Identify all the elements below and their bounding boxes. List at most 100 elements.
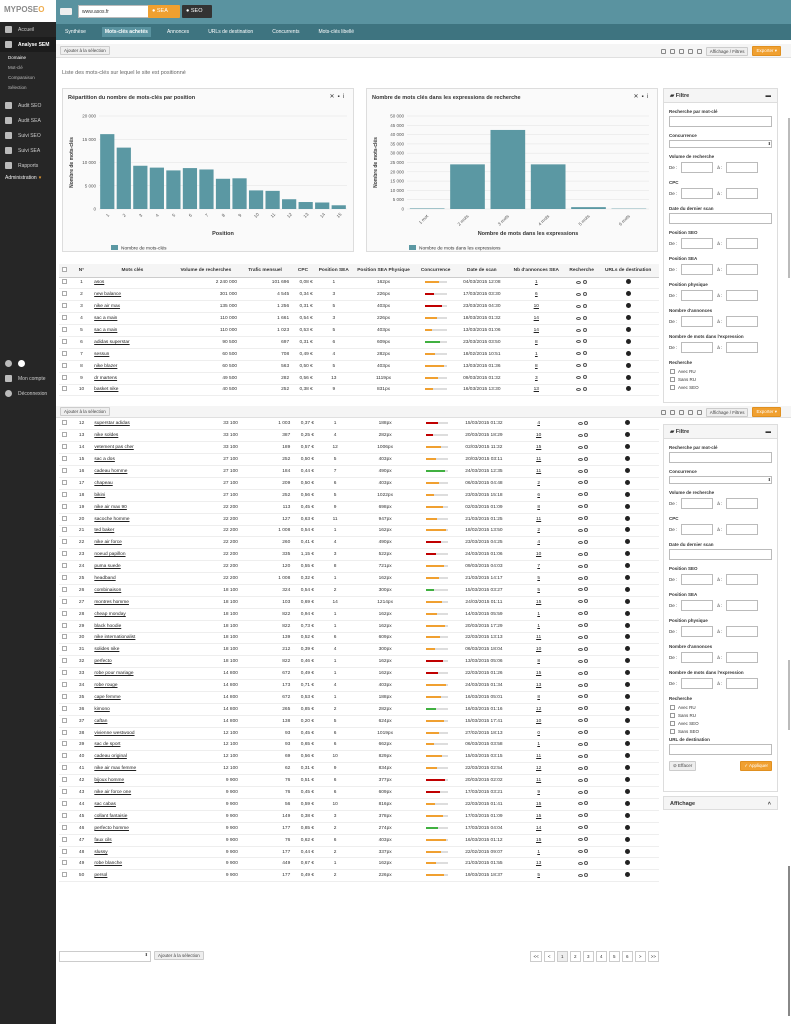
row-checkbox[interactable] xyxy=(62,456,68,462)
ads-count-link[interactable]: 12 xyxy=(508,703,569,716)
ads-count-link[interactable]: 15 xyxy=(508,810,569,823)
globe-icon[interactable] xyxy=(625,503,631,509)
cpc-to-input[interactable] xyxy=(726,524,759,535)
ads-count-link[interactable]: 10 xyxy=(508,548,569,562)
keyword-link[interactable]: nike air force xyxy=(92,536,174,550)
ads-count-link[interactable]: 1 xyxy=(508,608,569,621)
row-checkbox[interactable] xyxy=(62,860,68,866)
row-checkbox[interactable] xyxy=(62,622,68,628)
view-icon[interactable] xyxy=(576,316,582,320)
globe-icon[interactable] xyxy=(625,729,631,735)
globe-icon[interactable] xyxy=(625,670,631,676)
volume-from-input[interactable] xyxy=(681,162,714,173)
view-icon[interactable] xyxy=(577,766,583,770)
ads-count-link[interactable]: 8 xyxy=(508,655,569,669)
keyword-link[interactable]: kimono xyxy=(92,703,174,716)
search-icon[interactable] xyxy=(582,291,587,296)
row-checkbox[interactable] xyxy=(62,420,68,426)
row-checkbox[interactable] xyxy=(62,563,68,569)
checkbox-sans-seo[interactable]: Sans SEO xyxy=(670,727,777,735)
keyword-link[interactable]: sessun xyxy=(92,348,173,361)
scrollbar[interactable] xyxy=(788,660,790,730)
ads-count-link[interactable]: 13 xyxy=(508,857,569,871)
chart-tools[interactable]: ✕▪i xyxy=(633,93,651,100)
pos-seo-to-input[interactable] xyxy=(726,574,759,585)
keyword-link[interactable]: nike air force one xyxy=(92,786,174,799)
folder-icon[interactable] xyxy=(60,8,72,15)
page-button[interactable]: < xyxy=(543,951,555,962)
tab-urls-destination[interactable]: URLs de destination xyxy=(208,29,254,35)
search-icon[interactable] xyxy=(583,837,588,842)
search-icon[interactable] xyxy=(583,611,588,616)
ads-count-link[interactable]: 15 xyxy=(508,667,569,681)
affichage-filtres-button[interactable]: Affichage / Filtres xyxy=(705,46,749,56)
ads-count-link[interactable]: 12 xyxy=(508,762,569,776)
search-icon[interactable] xyxy=(583,860,588,865)
trash-icon[interactable] xyxy=(678,409,684,415)
appliquer-button[interactable]: ✓ Appliquer xyxy=(740,761,772,771)
keyword-link[interactable]: robe rouge xyxy=(92,679,174,692)
sidebar-item-audit-seo[interactable]: Audit SEO xyxy=(0,98,56,113)
globe-icon[interactable] xyxy=(625,586,631,592)
search-icon[interactable] xyxy=(582,351,587,356)
cpc-to-input[interactable] xyxy=(726,188,759,199)
chart-tools[interactable]: ✕▪i xyxy=(329,93,347,100)
view-icon[interactable] xyxy=(577,505,583,509)
view-icon[interactable] xyxy=(577,802,583,806)
sync-icon[interactable] xyxy=(669,409,675,415)
globe-icon[interactable] xyxy=(625,753,631,759)
row-checkbox[interactable] xyxy=(62,598,68,604)
ads-count-link[interactable]: 11 xyxy=(508,774,569,788)
search-icon[interactable] xyxy=(583,575,588,580)
keyword-link[interactable]: cape femme xyxy=(92,691,174,704)
pos-seo-from-input[interactable] xyxy=(681,574,714,585)
keyword-link[interactable]: nike soldes xyxy=(92,429,174,443)
keyword-link[interactable]: basket nike xyxy=(92,384,173,397)
nb-annonces-to-input[interactable] xyxy=(726,316,759,327)
keyword-link[interactable]: cheap monday xyxy=(92,608,174,621)
row-checkbox[interactable] xyxy=(62,800,68,806)
search-icon[interactable] xyxy=(583,765,588,770)
ads-count-link[interactable]: 14 xyxy=(506,324,566,337)
sidebar-item-administration[interactable]: Administration ▾ xyxy=(5,175,42,181)
search-icon[interactable] xyxy=(583,825,588,830)
globe-icon[interactable] xyxy=(625,836,631,842)
keyword-link[interactable]: persol xyxy=(92,869,174,883)
globe-icon[interactable] xyxy=(625,812,631,818)
ads-count-link[interactable]: 10 xyxy=(508,643,569,657)
search-icon[interactable] xyxy=(582,315,587,320)
pos-phys-from-input[interactable] xyxy=(681,290,714,301)
view-icon[interactable] xyxy=(577,838,583,842)
sidebar-item-deconnexion[interactable]: Déconnexion xyxy=(0,386,56,401)
collapse-icon[interactable]: ▬ xyxy=(765,428,772,435)
view-icon[interactable] xyxy=(577,552,583,556)
search-icon[interactable] xyxy=(583,801,588,806)
keyword-link[interactable]: caftan xyxy=(92,715,174,728)
page-button[interactable]: << xyxy=(530,951,542,962)
row-checkbox[interactable] xyxy=(62,291,68,297)
pos-phys-from-input[interactable] xyxy=(681,626,714,637)
keyword-link[interactable]: noeud papillon xyxy=(92,548,174,562)
keyword-link[interactable]: bijoux homme xyxy=(92,774,174,788)
globe-icon[interactable] xyxy=(625,291,631,297)
ads-count-link[interactable]: 8 xyxy=(508,501,569,514)
globe-icon[interactable] xyxy=(625,800,631,806)
search-icon[interactable] xyxy=(583,694,588,699)
view-icon[interactable] xyxy=(577,659,583,663)
row-checkbox[interactable] xyxy=(62,777,68,783)
globe-icon[interactable] xyxy=(625,315,631,321)
view-icon[interactable] xyxy=(577,421,583,425)
column-header[interactable]: Position SEA xyxy=(314,264,353,278)
affichage-filtres-button[interactable]: Affichage / Filtres xyxy=(705,407,749,417)
ads-count-link[interactable]: 6 xyxy=(508,489,569,502)
ads-count-link[interactable]: 5 xyxy=(508,584,569,597)
globe-icon[interactable] xyxy=(625,622,631,628)
sidebar-subitem-mot-cle[interactable]: Mot-clé xyxy=(8,64,23,70)
row-checkbox[interactable] xyxy=(62,374,68,380)
ads-count-link[interactable]: 2 xyxy=(508,525,569,538)
select-all-checkbox[interactable] xyxy=(59,264,71,278)
row-checkbox[interactable] xyxy=(62,717,68,723)
ads-count-link[interactable]: 2 xyxy=(508,477,569,490)
search-icon[interactable] xyxy=(583,420,588,425)
keyword-link[interactable]: vetement pas cher xyxy=(92,441,174,455)
